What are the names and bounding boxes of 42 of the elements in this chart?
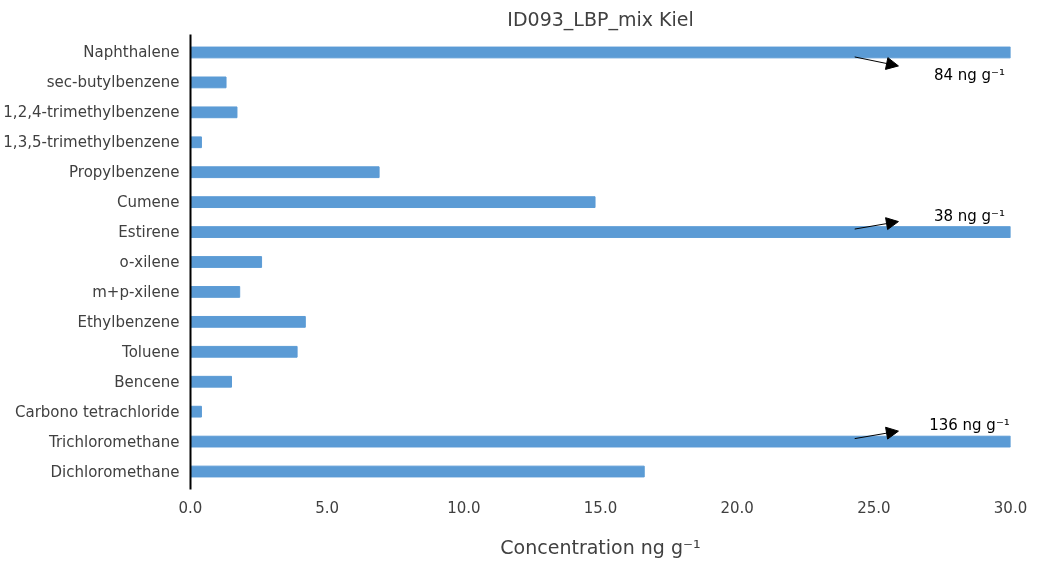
y-tick-label: Dichloromethane xyxy=(50,462,180,481)
x-axis-title: Concentration ng g⁻¹ xyxy=(500,535,701,558)
y-tick-label: 1,2,4-trimethylbenzene xyxy=(3,103,180,122)
bar xyxy=(190,256,263,268)
annotation: 136 ng g⁻¹ xyxy=(929,416,1010,435)
bar xyxy=(190,435,1011,448)
y-tick-label: o-xilene xyxy=(119,253,180,271)
bar xyxy=(190,106,238,119)
bar xyxy=(190,345,298,358)
bar xyxy=(190,76,227,89)
y-tick-label: Carbono tetrachloride xyxy=(14,402,180,421)
x-tick-label: 30.0 xyxy=(993,498,1028,517)
bar xyxy=(190,196,596,209)
x-tick-label: 25.0 xyxy=(857,498,891,517)
bar xyxy=(190,375,232,388)
x-tick-label: 5.0 xyxy=(315,498,340,517)
y-tick-label: sec-butylbenzene xyxy=(46,73,180,92)
annotation: 84 ng g⁻¹ xyxy=(933,65,1006,84)
y-tick-label: m+p-xilene xyxy=(92,282,180,301)
bar xyxy=(190,136,202,149)
bar xyxy=(190,46,1011,59)
y-tick-label: Propylbenzene xyxy=(69,163,180,182)
bar xyxy=(190,465,645,478)
y-tick-label: Trichloromethane xyxy=(47,432,180,451)
y-tick-label: Naphthalene xyxy=(83,43,180,62)
y-tick-label: Estirene xyxy=(118,223,180,242)
y-tick-label: Toluene xyxy=(121,342,180,361)
y-tick-label: Bencene xyxy=(114,372,180,391)
y-tick-label: 1,3,5-trimethylbenzene xyxy=(3,133,180,152)
x-tick-label: 0.0 xyxy=(178,498,203,517)
bar xyxy=(190,226,1011,238)
bar xyxy=(190,315,306,328)
x-tick-label: 10.0 xyxy=(447,498,481,517)
x-tick-label: 20.0 xyxy=(720,498,754,517)
bar xyxy=(190,405,202,418)
chart-title: ID093_LBP_mix Kiel xyxy=(507,7,694,31)
annotation: 38 ng g⁻¹ xyxy=(933,206,1006,225)
y-tick-label: Ethylbenzene xyxy=(77,312,180,331)
y-tick-label: Cumene xyxy=(116,193,180,212)
x-tick-label: 15.0 xyxy=(583,498,618,517)
bar xyxy=(190,166,380,179)
bar xyxy=(190,286,241,298)
